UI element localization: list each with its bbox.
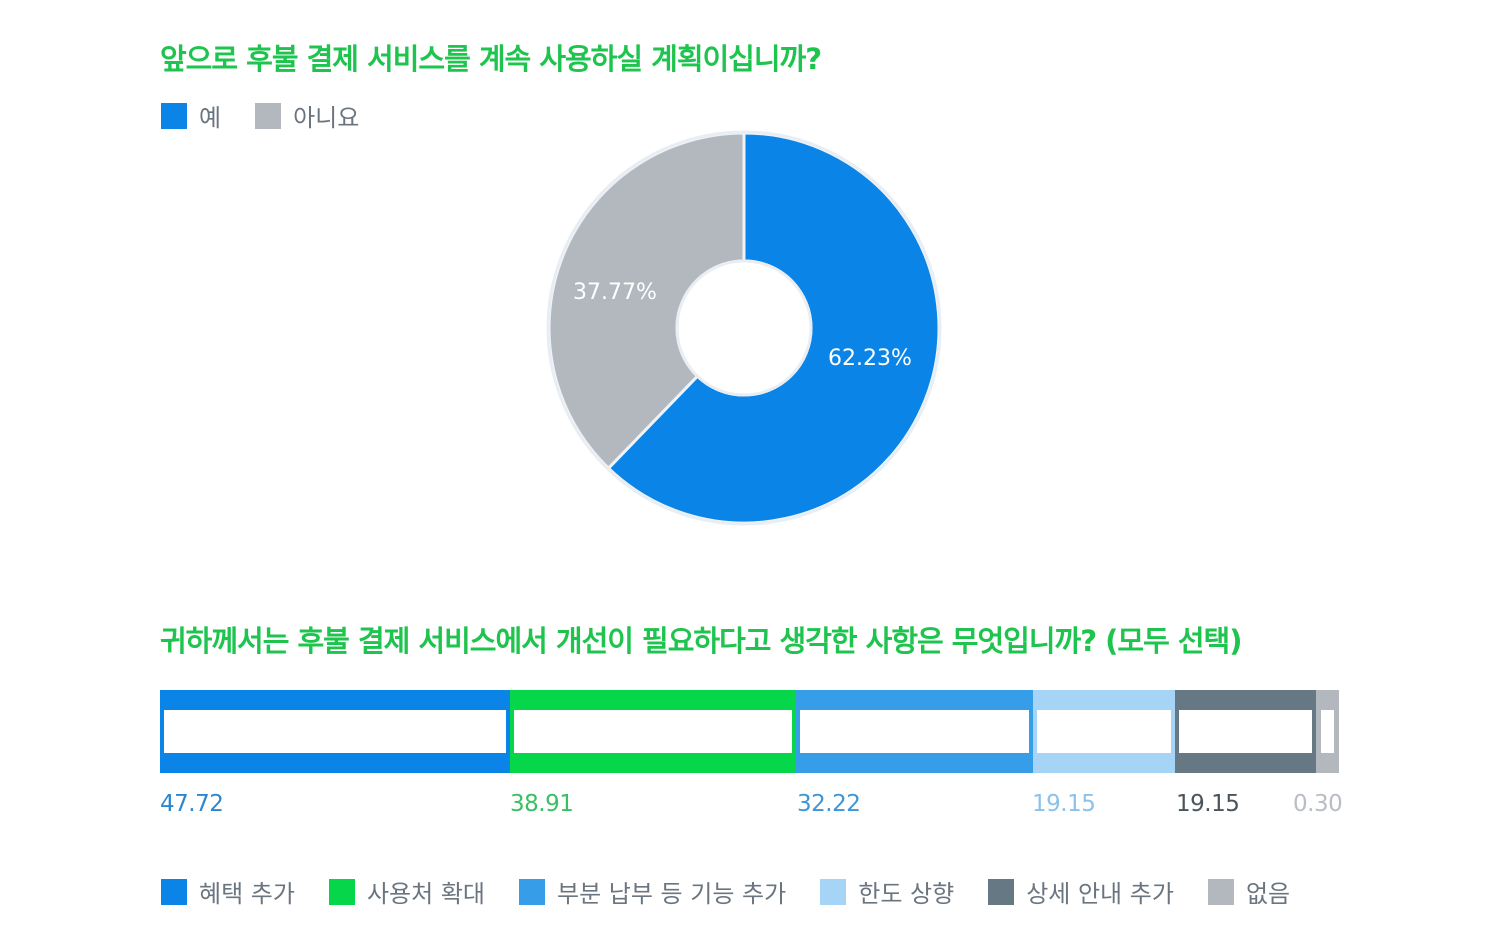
legend-item-yes: 예	[161, 98, 221, 133]
legend-label: 아니요	[293, 104, 360, 132]
pie-legend: 예 아니요	[161, 98, 393, 133]
legend-swatch	[161, 878, 187, 905]
donut-svg	[546, 130, 942, 526]
legend-swatch	[518, 878, 545, 905]
bar-segment-detail-guide	[1175, 690, 1316, 773]
legend-label: 예	[199, 104, 222, 132]
legend-item-limit-increase: 한도 상향	[820, 874, 954, 909]
legend-swatch-no	[255, 102, 282, 129]
bar-value-none: 0.30	[1293, 791, 1343, 817]
legend-label: 부분 납부 등 기능 추가	[556, 880, 787, 908]
legend-swatch	[328, 878, 355, 905]
pie-chart-title: 앞으로 후불 결제 서비스를 계속 사용하실 계획이십니까?	[160, 42, 822, 76]
donut-label-yes: 62.23%	[828, 346, 912, 371]
bar-chart-title: 귀하께서는 후불 결제 서비스에서 개선이 필요하다고 생각한 사항은 무엇입니…	[160, 624, 1242, 658]
donut-label-no: 37.77%	[573, 280, 657, 305]
legend-swatch-yes	[161, 102, 187, 129]
legend-label: 사용처 확대	[366, 880, 485, 908]
legend-item-no: 아니요	[255, 98, 359, 133]
legend-label: 상세 안내 추가	[1026, 880, 1174, 908]
bar-value-benefits: 47.72	[160, 791, 224, 817]
legend-item-partial-payment: 부분 납부 등 기능 추가	[518, 874, 787, 909]
stacked-bar	[160, 690, 1339, 773]
legend-swatch	[1207, 878, 1234, 905]
bar-segment-none	[1316, 690, 1339, 773]
legend-item-usage-expansion: 사용처 확대	[328, 874, 485, 909]
donut-chart: 37.77% 62.23%	[546, 130, 942, 526]
bar-value-detail-guide: 19.15	[1176, 791, 1240, 817]
legend-label: 한도 상향	[858, 880, 955, 908]
bar-legend: 혜택 추가 사용처 확대 부분 납부 등 기능 추가 한도 상향 상세 안내 추…	[161, 874, 1324, 909]
legend-label: 없음	[1245, 880, 1291, 908]
legend-swatch	[988, 878, 1015, 905]
bar-value-limit-increase: 19.15	[1032, 791, 1096, 817]
bar-value-usage-expansion: 38.91	[510, 791, 574, 817]
legend-label: 혜택 추가	[199, 880, 295, 908]
bar-segment-partial-payment	[796, 690, 1033, 773]
legend-item-none: 없음	[1207, 874, 1291, 909]
legend-item-detail-guide: 상세 안내 추가	[988, 874, 1174, 909]
legend-swatch	[820, 878, 847, 905]
bar-segment-limit-increase	[1033, 690, 1175, 773]
bar-segment-benefits	[160, 690, 510, 773]
bar-segment-usage-expansion	[510, 690, 796, 773]
bar-value-partial-payment: 32.22	[797, 791, 861, 817]
legend-item-benefits: 혜택 추가	[161, 874, 295, 909]
